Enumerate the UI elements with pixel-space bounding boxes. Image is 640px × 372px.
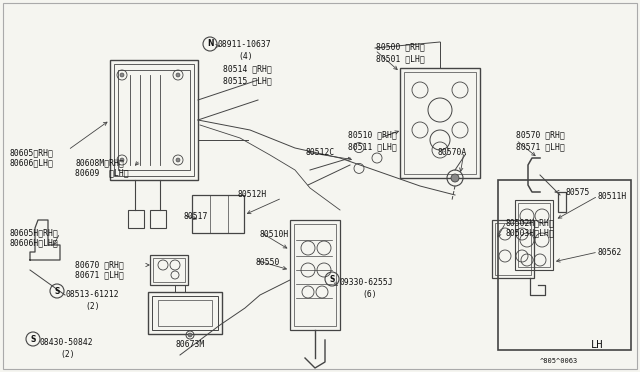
- Circle shape: [120, 158, 124, 162]
- Text: 80510H: 80510H: [260, 230, 289, 239]
- Text: (6): (6): [362, 290, 376, 299]
- Text: 80570A: 80570A: [438, 148, 467, 157]
- Bar: [518, 203, 550, 267]
- Text: 80606H〈LH〉: 80606H〈LH〉: [10, 238, 59, 247]
- Text: 80512H: 80512H: [238, 190, 268, 199]
- Text: 08513-61212: 08513-61212: [65, 290, 118, 299]
- Text: ^805^0063: ^805^0063: [540, 358, 579, 364]
- Text: 80511H: 80511H: [598, 192, 627, 201]
- Text: S: S: [54, 286, 60, 295]
- Bar: [492, 220, 534, 278]
- Text: 80606〈LH〉: 80606〈LH〉: [10, 158, 54, 167]
- Text: 80605〈RH〉: 80605〈RH〉: [10, 148, 54, 157]
- Circle shape: [176, 73, 180, 77]
- Text: 80570 〈RH〉: 80570 〈RH〉: [516, 130, 564, 139]
- Circle shape: [176, 158, 180, 162]
- Circle shape: [120, 73, 124, 77]
- Text: 80673M: 80673M: [175, 340, 204, 349]
- Text: 80670 〈RH〉: 80670 〈RH〉: [75, 260, 124, 269]
- Text: 80511 〈LH〉: 80511 〈LH〉: [348, 142, 397, 151]
- Text: 80512C: 80512C: [305, 148, 334, 157]
- Text: 80671 〈LH〉: 80671 〈LH〉: [75, 270, 124, 279]
- Bar: [294, 224, 336, 326]
- Text: 80562: 80562: [598, 248, 622, 257]
- Text: 08911-10637: 08911-10637: [218, 40, 271, 49]
- Bar: [558, 192, 566, 212]
- Text: N: N: [207, 39, 213, 48]
- Text: 80514 〈RH〉: 80514 〈RH〉: [223, 64, 272, 73]
- Bar: [290, 220, 340, 330]
- Text: (4): (4): [238, 52, 253, 61]
- Bar: [118, 70, 190, 170]
- Text: (2): (2): [60, 350, 75, 359]
- Text: (2): (2): [85, 302, 100, 311]
- Text: 80500 〈RH〉: 80500 〈RH〉: [376, 42, 425, 51]
- Text: 80503H〈LH〉: 80503H〈LH〉: [506, 228, 555, 237]
- Text: 80575: 80575: [565, 188, 589, 197]
- Bar: [400, 68, 480, 178]
- Bar: [515, 200, 553, 270]
- Bar: [128, 210, 144, 228]
- Text: 80517: 80517: [183, 212, 207, 221]
- Text: S: S: [30, 334, 36, 343]
- Bar: [404, 72, 476, 174]
- Text: 80608M〈RH〉: 80608M〈RH〉: [75, 158, 124, 167]
- Circle shape: [188, 333, 192, 337]
- Bar: [192, 195, 244, 233]
- Text: LH: LH: [591, 340, 604, 350]
- Bar: [114, 64, 194, 176]
- Bar: [148, 292, 222, 334]
- Bar: [110, 60, 198, 180]
- Text: 80501 〈LH〉: 80501 〈LH〉: [376, 54, 425, 63]
- Bar: [495, 223, 531, 275]
- Bar: [150, 255, 188, 285]
- Text: S: S: [330, 275, 335, 283]
- Text: 08430-50842: 08430-50842: [40, 338, 93, 347]
- Bar: [498, 180, 631, 350]
- Bar: [150, 210, 166, 228]
- Bar: [153, 258, 185, 282]
- Text: 80609  〈LH〉: 80609 〈LH〉: [75, 168, 129, 177]
- Circle shape: [451, 174, 459, 182]
- Text: 09330-6255J: 09330-6255J: [340, 278, 394, 287]
- Bar: [158, 300, 212, 326]
- Text: 80510 〈RH〉: 80510 〈RH〉: [348, 130, 397, 139]
- Text: 80502H〈RH〉: 80502H〈RH〉: [506, 218, 555, 227]
- Text: 80550: 80550: [255, 258, 280, 267]
- Text: 80515 〈LH〉: 80515 〈LH〉: [223, 76, 272, 85]
- Text: 80571 〈LH〉: 80571 〈LH〉: [516, 142, 564, 151]
- Bar: [152, 296, 218, 330]
- Text: 80605H〈RH〉: 80605H〈RH〉: [10, 228, 59, 237]
